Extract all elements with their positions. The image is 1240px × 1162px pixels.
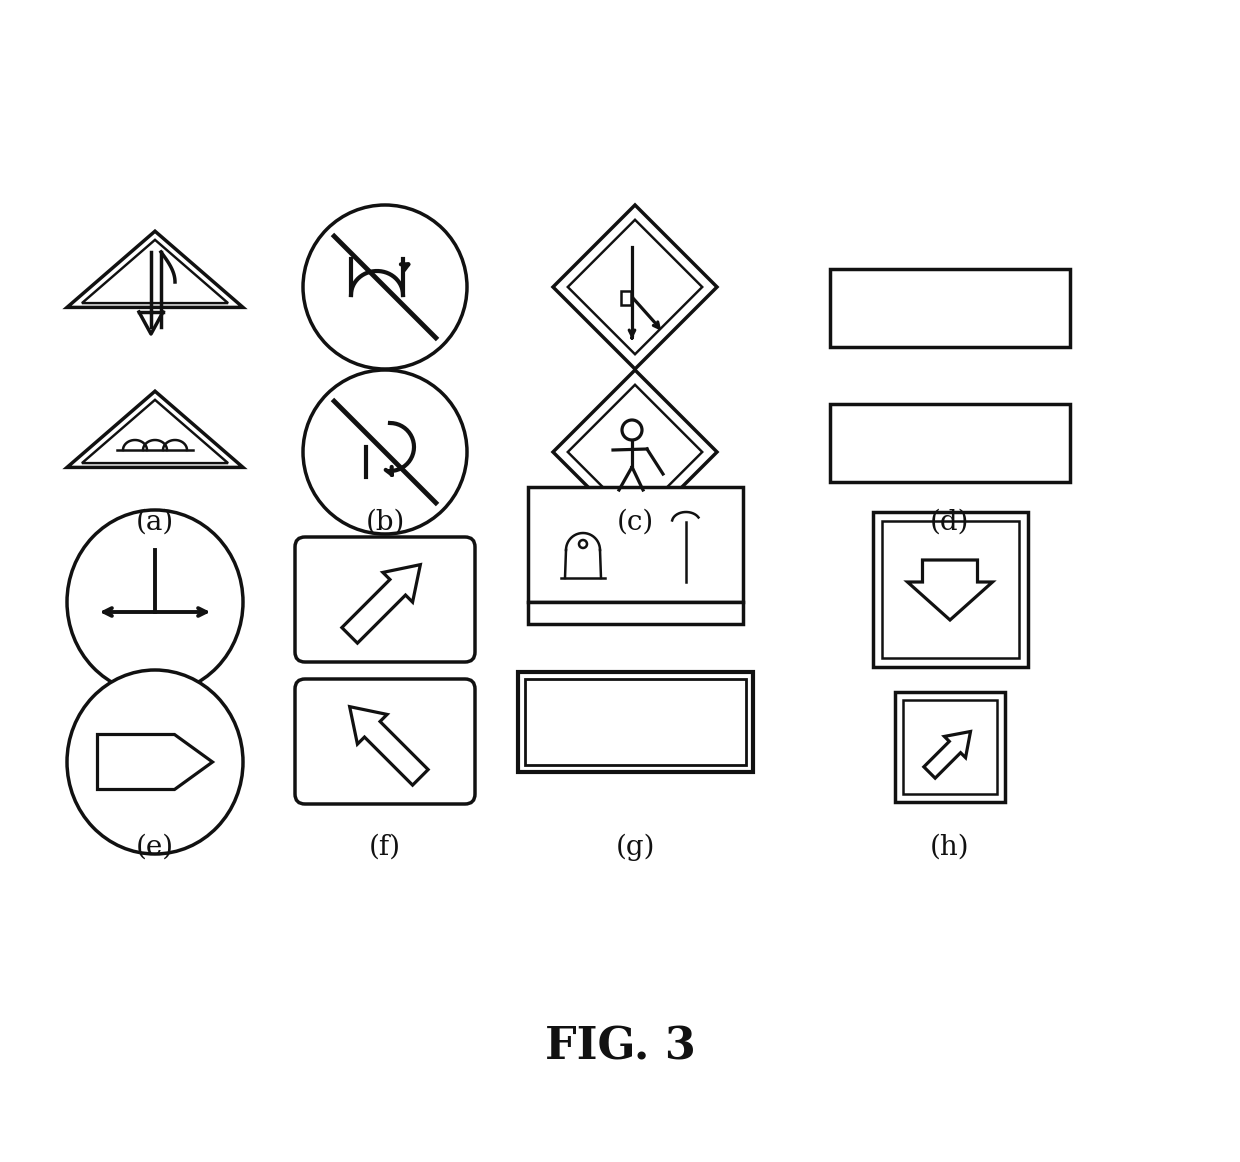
Text: (g): (g): [615, 833, 655, 861]
Bar: [528, 487, 743, 602]
Bar: [518, 672, 753, 772]
Bar: [895, 693, 1004, 802]
Bar: [621, 290, 631, 304]
Bar: [873, 512, 1028, 667]
Bar: [830, 404, 1070, 482]
Text: (b): (b): [366, 509, 404, 536]
Polygon shape: [82, 400, 228, 464]
Text: (d): (d): [930, 509, 970, 536]
Polygon shape: [553, 370, 717, 535]
Bar: [882, 521, 1019, 658]
Text: (a): (a): [136, 509, 174, 536]
Circle shape: [303, 205, 467, 370]
Bar: [830, 268, 1070, 347]
Circle shape: [579, 540, 587, 548]
Polygon shape: [350, 706, 428, 786]
Text: (e): (e): [136, 833, 174, 861]
Text: (h): (h): [930, 833, 970, 861]
Ellipse shape: [67, 670, 243, 854]
Circle shape: [303, 370, 467, 535]
FancyBboxPatch shape: [295, 537, 475, 662]
Text: (c): (c): [616, 509, 653, 536]
Polygon shape: [908, 560, 992, 621]
Text: (f): (f): [370, 833, 401, 861]
Text: FIG. 3: FIG. 3: [544, 1026, 696, 1069]
Polygon shape: [342, 565, 420, 643]
Bar: [528, 602, 743, 624]
Polygon shape: [98, 734, 212, 789]
Polygon shape: [568, 220, 702, 354]
Polygon shape: [67, 231, 243, 308]
Bar: [903, 700, 997, 794]
Polygon shape: [553, 205, 717, 370]
Ellipse shape: [67, 510, 243, 694]
Polygon shape: [82, 239, 228, 303]
Circle shape: [622, 419, 642, 440]
FancyBboxPatch shape: [295, 679, 475, 804]
Polygon shape: [924, 732, 971, 779]
Polygon shape: [67, 392, 243, 467]
Bar: [525, 679, 746, 765]
Polygon shape: [568, 385, 702, 519]
